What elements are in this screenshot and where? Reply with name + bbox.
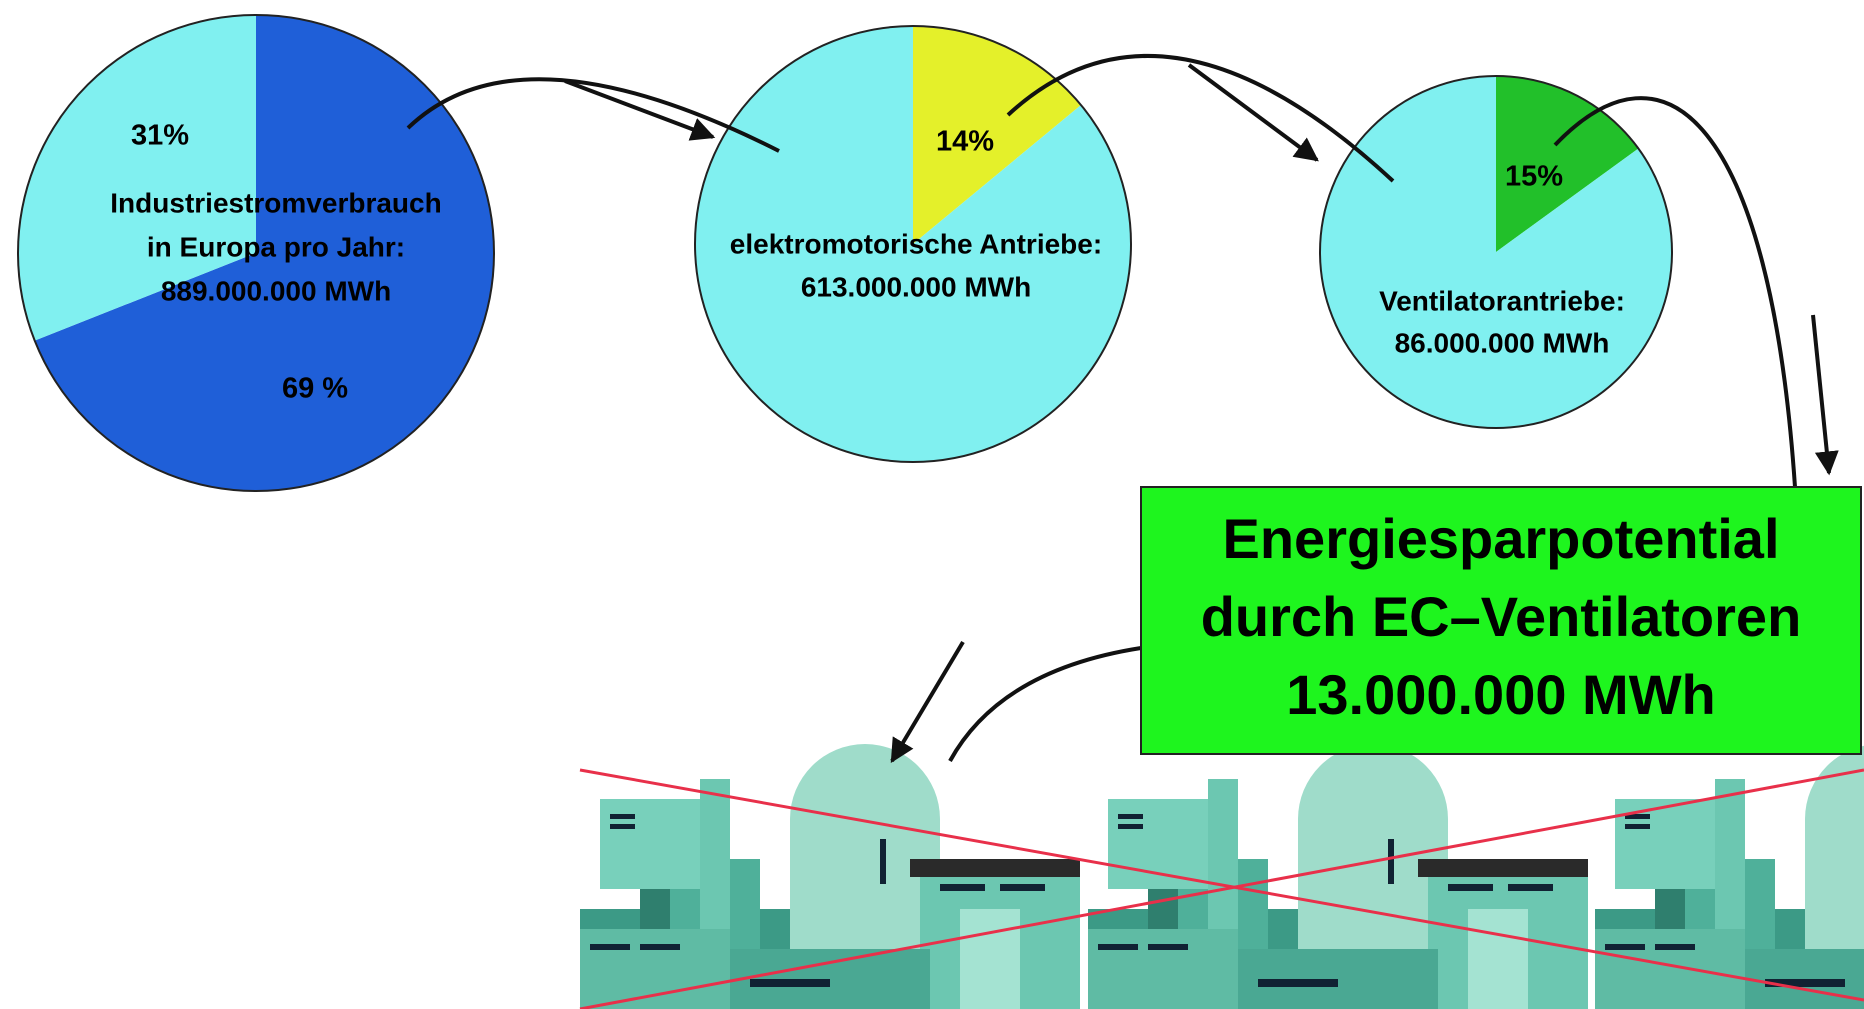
callout-line: 13.000.000 MWh xyxy=(1286,663,1716,726)
pie-title: 86.000.000 MWh xyxy=(1395,327,1610,358)
slice-label: 31% xyxy=(131,120,189,152)
infographic: 69 % 31% Industriestromverbrauch in Europa … xyxy=(0,0,1864,1009)
pie-title: 613.000.000 MWh xyxy=(801,271,1031,302)
pie-title: 889.000.000 MWh xyxy=(161,275,391,306)
callout-line: durch EC–Ventilatoren xyxy=(1201,585,1802,648)
pie-title: in Europa pro Jahr: xyxy=(147,231,405,262)
pies: 69 % 31% Industriestromverbrauch in Europa … xyxy=(18,15,1672,491)
slice-label: 14% xyxy=(936,126,994,158)
slice-label: 15% xyxy=(1505,161,1563,193)
slice-label: 69 % xyxy=(282,373,348,405)
pie-title: elektromotorische Antriebe: xyxy=(730,228,1102,259)
pie-title: Industriestromverbrauch xyxy=(110,187,441,218)
callout-line: Energiesparpotential xyxy=(1222,507,1779,570)
plants xyxy=(580,744,1864,1009)
pie-title: Ventilatorantriebe: xyxy=(1379,285,1625,316)
